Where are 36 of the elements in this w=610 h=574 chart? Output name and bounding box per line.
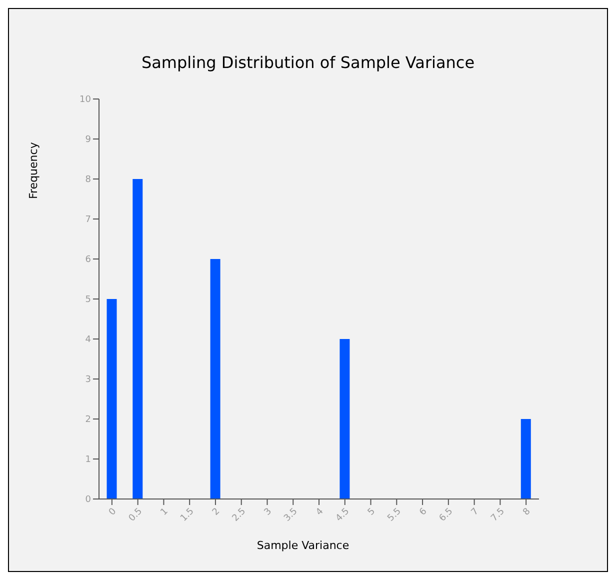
x-axis-title: Sample Variance: [256, 539, 350, 552]
x-tick-label: 5: [366, 506, 378, 518]
y-tick-label: 5: [85, 295, 91, 306]
y-tick-label: 8: [85, 175, 92, 186]
x-tick-label: 7: [470, 506, 481, 518]
x-tick-label: 1.5: [179, 506, 196, 524]
x-tick-label: 5.5: [386, 506, 404, 524]
y-tick-label: 9: [85, 135, 92, 146]
y-tick-label: 6: [85, 255, 92, 266]
x-tick-label: 4: [314, 506, 326, 518]
y-tick-label: 0: [85, 495, 92, 506]
bar: [106, 299, 117, 499]
x-tick-label: 7.5: [490, 506, 507, 524]
bar: [132, 179, 143, 499]
x-tick-label: 3: [262, 506, 274, 518]
x-tick-label: 2: [210, 506, 222, 518]
y-tick-label: 3: [85, 375, 91, 386]
bar: [520, 419, 531, 499]
x-tick-label: 6.5: [438, 506, 456, 524]
x-tick-label: 0: [107, 506, 119, 518]
x-tick-label: 0.5: [127, 506, 144, 524]
x-tick-label: 4.5: [334, 506, 352, 524]
bar: [210, 259, 220, 499]
x-tick-label: 3.5: [282, 506, 300, 524]
x-tick-label: 2.5: [230, 506, 248, 524]
x-tick-label: 8: [522, 506, 533, 518]
x-tick-label: 6: [418, 506, 430, 518]
y-tick-label: 1: [85, 455, 91, 466]
y-tick-label: 7: [85, 215, 91, 226]
chart-title: Sampling Distribution of Sample Variance: [140, 53, 476, 72]
bar: [340, 339, 350, 499]
y-axis-title: Frequency: [27, 142, 40, 199]
y-tick-label: 10: [80, 95, 92, 106]
x-tick-label: 1: [159, 506, 170, 518]
y-tick-label: 4: [85, 335, 92, 346]
y-tick-label: 2: [85, 415, 91, 426]
